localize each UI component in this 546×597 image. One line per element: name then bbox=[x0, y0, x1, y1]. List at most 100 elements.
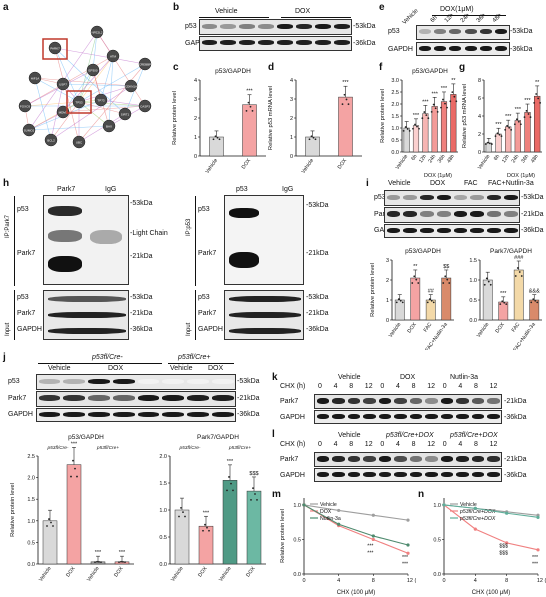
time-label: 0 bbox=[318, 383, 322, 390]
series-point bbox=[302, 503, 306, 507]
x-tick-label: Vehicle bbox=[476, 322, 491, 339]
significance-mark: *** bbox=[71, 441, 78, 447]
network-edge bbox=[92, 31, 98, 71]
y-tick-label: 1.5 bbox=[469, 258, 477, 264]
x-tick-label: 6h bbox=[493, 154, 501, 162]
x-tick-label: Vehicle bbox=[301, 158, 316, 175]
panel-label-e: e bbox=[379, 2, 385, 13]
chart-title: Park7/GAPDH bbox=[197, 434, 239, 441]
network-node-label: CASP3 bbox=[140, 105, 150, 109]
data-point bbox=[504, 128, 507, 131]
x-tick-label: Vehicle bbox=[170, 566, 185, 583]
y-tick-label: 0.0 bbox=[469, 318, 477, 324]
panel-label-a: a bbox=[3, 2, 9, 13]
blot-ip bbox=[43, 195, 129, 285]
blot-band bbox=[187, 378, 209, 384]
blot-band bbox=[394, 471, 407, 477]
row-label: Park7 bbox=[198, 250, 217, 257]
data-point bbox=[216, 136, 219, 139]
blot-band bbox=[347, 455, 360, 462]
network-node bbox=[94, 93, 108, 107]
blot-band bbox=[433, 45, 447, 51]
data-point bbox=[50, 521, 52, 524]
x-tick-label: 0 bbox=[442, 578, 445, 584]
blot-input bbox=[43, 290, 129, 340]
bar bbox=[482, 279, 493, 321]
data-point bbox=[529, 116, 532, 119]
data-point bbox=[256, 498, 258, 501]
blot-band bbox=[436, 211, 451, 217]
x-tick-label: 12 (h) bbox=[407, 578, 416, 584]
blot-band bbox=[211, 395, 234, 401]
blot-band bbox=[258, 40, 274, 45]
bar bbox=[42, 520, 58, 565]
network-node-label: PARK7 bbox=[50, 47, 60, 51]
x-tick-label: Vehicle bbox=[38, 566, 53, 583]
col-label: IgG bbox=[282, 186, 294, 193]
group-label: Nutlin-3a bbox=[450, 374, 479, 381]
y-tick-label: 0.0 bbox=[391, 150, 399, 156]
data-point bbox=[204, 523, 206, 526]
significance-mark: *** bbox=[431, 91, 438, 97]
significance-mark: $$$ bbox=[499, 544, 508, 550]
data-point bbox=[537, 97, 540, 100]
blot-band bbox=[409, 397, 422, 404]
row-label: GAPDH bbox=[185, 40, 210, 47]
row-label: p53 bbox=[8, 378, 20, 385]
row-label: Park7 bbox=[8, 395, 27, 402]
bar-chart-i1: p53/GAPDH 0 1 2 3 Relative protein level Vehic… bbox=[370, 248, 454, 350]
x-tick-label: 8 bbox=[505, 578, 508, 584]
network-node-label: SIRT1 bbox=[121, 113, 130, 117]
data-point bbox=[395, 301, 398, 304]
data-point bbox=[254, 493, 256, 495]
data-point bbox=[230, 482, 232, 485]
kda-label: -21kDa bbox=[521, 211, 544, 218]
panel-label-n: n bbox=[418, 489, 425, 500]
chart-subtitle: p53fl/Cre- bbox=[178, 445, 200, 451]
y-tick-label: 1.5 bbox=[27, 497, 35, 503]
bar-chart-f: p53/GAPDH 0.0 0.5 1.0 1.5 2.0 2.5 3.0 Relative p… bbox=[380, 68, 458, 178]
group-vehicle: Vehicle bbox=[215, 8, 238, 15]
kda-label: -21kDa bbox=[306, 250, 329, 257]
bar bbox=[338, 96, 353, 157]
data-point bbox=[427, 117, 430, 120]
data-point bbox=[100, 561, 102, 563]
bar bbox=[198, 525, 214, 565]
blot-band bbox=[386, 211, 401, 217]
data-point bbox=[72, 459, 74, 462]
blot-ip bbox=[224, 195, 304, 285]
network-node bbox=[44, 133, 58, 147]
y-tick-label: 0 bbox=[478, 150, 481, 156]
x-tick-label: DOX bbox=[495, 321, 507, 334]
x-tick-label: 36h bbox=[520, 154, 530, 165]
network-node bbox=[106, 49, 120, 63]
blot-band bbox=[378, 455, 391, 462]
y-axis-label: Relative p53 mRNA level bbox=[268, 86, 274, 150]
blot-band bbox=[394, 397, 407, 404]
significance-mark: $$$ bbox=[499, 551, 508, 557]
data-point bbox=[430, 299, 433, 302]
network-node-label: USP7 bbox=[59, 83, 67, 87]
blot-band bbox=[487, 413, 500, 419]
bar bbox=[222, 480, 238, 565]
data-point bbox=[532, 298, 535, 301]
row-label: Park7 bbox=[280, 456, 299, 463]
bar bbox=[305, 136, 320, 157]
y-tick-label: 1 bbox=[194, 135, 197, 141]
significance-mark: ** bbox=[535, 80, 540, 86]
blot-band bbox=[470, 211, 484, 217]
data-point bbox=[412, 127, 414, 130]
blot-park7 bbox=[314, 452, 502, 467]
data-point bbox=[446, 106, 448, 109]
blot-p53 bbox=[36, 374, 236, 390]
blot-band bbox=[403, 194, 417, 200]
y-tick-label: 1.0 bbox=[391, 126, 399, 132]
data-point bbox=[218, 138, 221, 141]
blot-band bbox=[479, 29, 493, 34]
kda-label: -21kDa bbox=[130, 310, 153, 317]
series-point bbox=[473, 506, 477, 510]
data-point bbox=[516, 267, 519, 269]
y-tick-label: 2.5 bbox=[391, 90, 399, 96]
data-point bbox=[421, 117, 424, 120]
data-point bbox=[440, 106, 442, 109]
